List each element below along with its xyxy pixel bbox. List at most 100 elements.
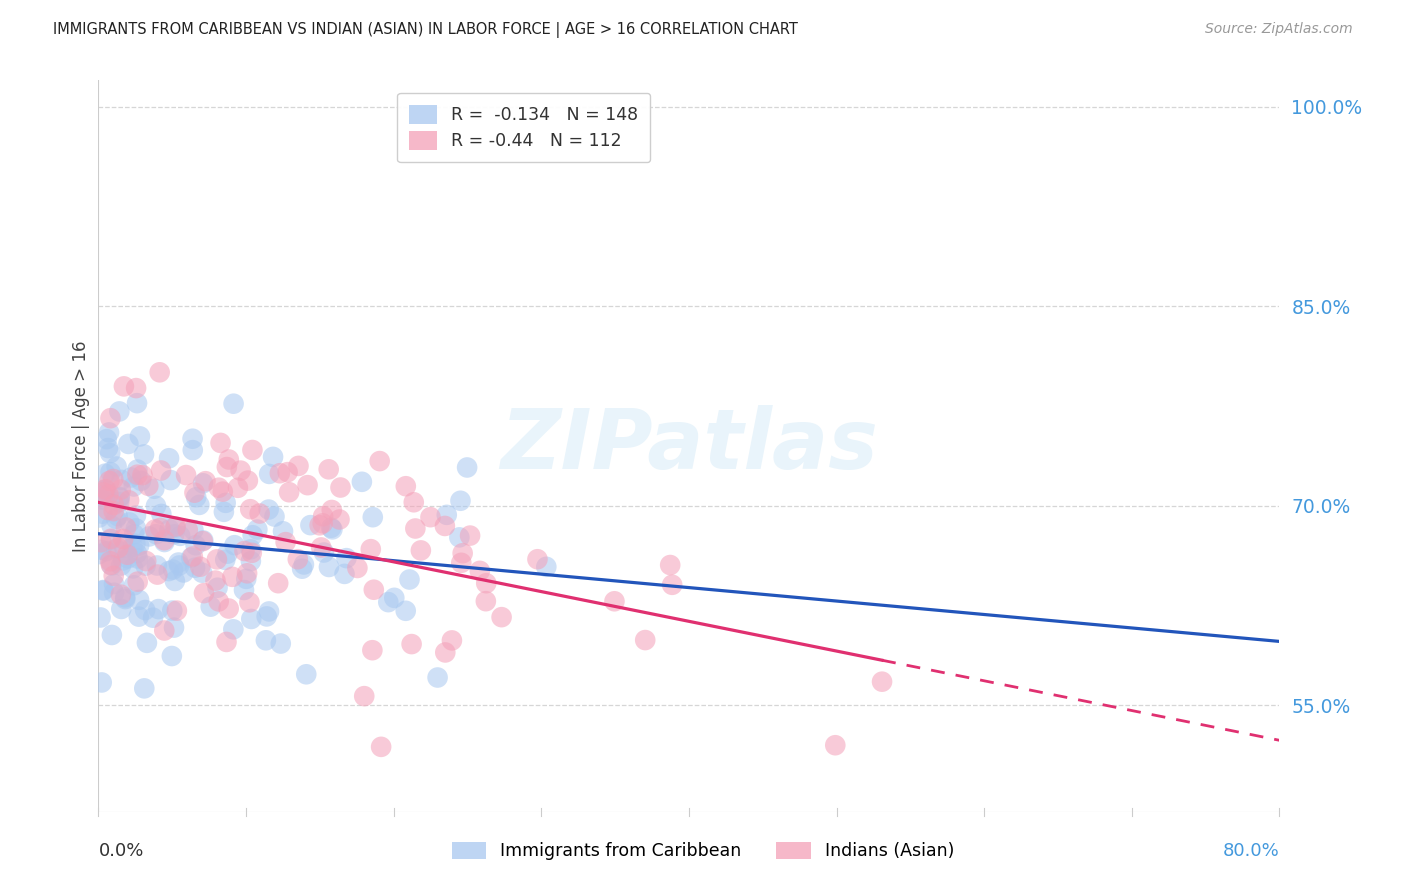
Point [125,381,148,395]
Point [299,518,322,533]
Point [238,595,260,609]
Point [91,582,114,597]
Point [226,481,249,495]
Point [181,432,204,446]
Point [118,493,141,508]
Point [127,467,149,482]
Point [93,483,115,497]
Point [295,667,318,681]
Point [149,365,172,379]
Point [188,498,211,512]
Point [240,612,263,626]
Point [159,473,181,487]
Point [153,535,176,549]
Point [153,533,176,548]
Point [90,535,112,549]
Point [103,569,125,583]
Point [361,510,384,524]
Point [129,474,152,488]
Point [90,675,112,690]
Point [360,542,382,557]
Point [278,485,301,500]
Point [159,522,181,536]
Point [167,556,190,570]
Point [224,538,246,552]
Point [98,554,121,568]
Point [112,532,135,546]
Point [312,545,335,559]
Point [94,467,117,481]
Point [274,535,297,549]
Point [475,594,498,608]
Y-axis label: In Labor Force | Age > 16: In Labor Force | Age > 16 [72,340,90,552]
Point [239,554,262,568]
Point [333,566,356,581]
Point [215,635,238,649]
Point [94,487,117,501]
Point [254,633,277,648]
Point [312,509,335,524]
Point [449,530,471,544]
Point [257,467,280,481]
Point [271,524,294,539]
Point [135,636,157,650]
Point [370,739,392,754]
Text: 80.0%: 80.0% [1223,842,1279,860]
Point [110,602,132,616]
Point [188,559,211,574]
Point [398,573,420,587]
Point [100,465,122,479]
Point [277,465,299,479]
Point [184,538,207,552]
Point [121,540,143,554]
Point [436,508,458,522]
Point [115,520,138,534]
Point [256,609,278,624]
Point [124,537,146,551]
Point [217,547,239,561]
Point [162,563,184,577]
Point [450,493,472,508]
Point [267,576,290,591]
Point [262,450,284,464]
Point [127,462,149,476]
Point [135,558,157,573]
Point [193,586,215,600]
Point [269,467,291,481]
Point [824,738,846,752]
Point [163,527,186,541]
Point [103,504,125,518]
Point [143,482,166,496]
Point [128,539,150,553]
Point [404,521,426,535]
Point [321,503,343,517]
Point [134,603,156,617]
Point [335,551,357,566]
Point [138,529,160,543]
Point [112,379,135,393]
Point [91,492,114,507]
Point [382,591,405,605]
Point [181,443,204,458]
Point [308,518,330,533]
Point [191,534,214,549]
Point [194,474,217,488]
Point [125,546,148,560]
Point [149,521,172,535]
Point [222,397,245,411]
Point [419,510,441,524]
Point [661,578,683,592]
Point [536,559,558,574]
Point [104,512,127,526]
Point [409,543,432,558]
Point [239,542,262,557]
Point [458,528,481,542]
Point [200,599,222,614]
Point [329,481,352,495]
Point [122,561,145,575]
Point [350,475,373,489]
Point [117,437,139,451]
Point [246,523,269,537]
Point [157,564,180,578]
Point [236,566,259,581]
